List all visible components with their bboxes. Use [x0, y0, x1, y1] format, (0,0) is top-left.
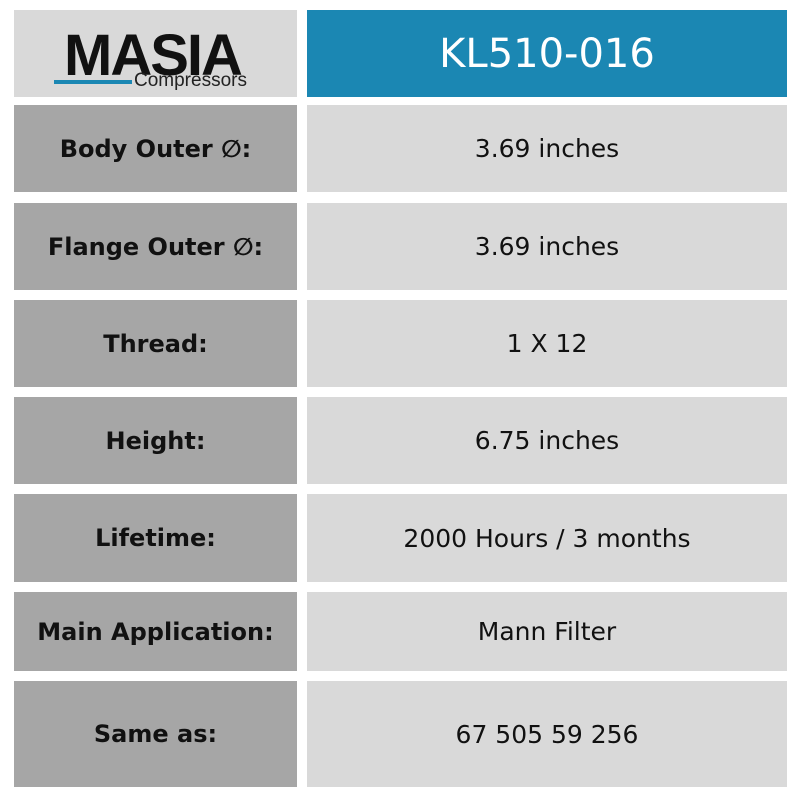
value-cell: 67 505 59 256 — [307, 681, 787, 787]
row-value: 3.69 inches — [474, 134, 620, 163]
value-cell: 3.69 inches — [307, 105, 787, 192]
row-value: 6.75 inches — [474, 426, 620, 455]
label-cell: Lifetime: — [14, 494, 297, 582]
row-label: Thread: — [103, 329, 208, 358]
label-cell: Flange Outer ∅: — [14, 203, 297, 290]
row-label: Body Outer ∅: — [59, 134, 252, 163]
value-cell: 3.69 inches — [307, 203, 787, 290]
logo-brand: MASIA — [64, 23, 243, 88]
logo-bar — [54, 80, 132, 84]
row-value: Mann Filter — [477, 617, 617, 646]
logo-tagline: Compressors — [134, 70, 247, 91]
row-value: 2000 Hours / 3 months — [403, 523, 691, 553]
row-value: 1 X 12 — [506, 329, 588, 358]
label-cell: Height: — [14, 397, 297, 484]
value-cell: 6.75 inches — [307, 397, 787, 484]
row-value: 3.69 inches — [474, 232, 620, 261]
label-cell: Same as: — [14, 681, 297, 787]
row-label: Main Application: — [37, 617, 274, 646]
row-label: Flange Outer ∅: — [47, 232, 264, 261]
title-cell: KL510-016 — [307, 10, 787, 97]
logo-cell: MASIA Compressors — [14, 10, 297, 97]
label-cell: Thread: — [14, 300, 297, 387]
row-label: Same as: — [93, 720, 218, 748]
title: KL510-016 — [439, 30, 655, 77]
label-cell: Main Application: — [14, 592, 297, 671]
row-value: 67 505 59 256 — [455, 719, 639, 749]
value-cell: 2000 Hours / 3 months — [307, 494, 787, 582]
value-cell: 1 X 12 — [307, 300, 787, 387]
row-label: Height: — [105, 426, 206, 455]
label-cell: Body Outer ∅: — [14, 105, 297, 192]
value-cell: Mann Filter — [307, 592, 787, 671]
row-label: Lifetime: — [95, 524, 216, 552]
